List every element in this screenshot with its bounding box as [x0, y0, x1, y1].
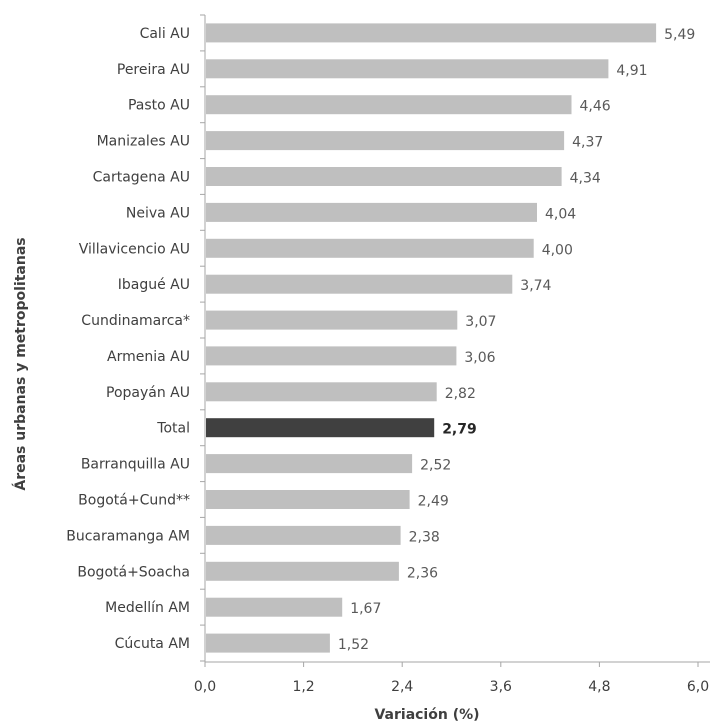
bar-manizales-au — [206, 131, 565, 151]
value-label-pereira-au: 4,91 — [616, 63, 647, 79]
value-label-total: 2,79 — [442, 422, 477, 438]
x-tick-label: 1,2 — [292, 679, 314, 695]
bar-total — [206, 418, 435, 438]
value-label-neiva-au: 4,04 — [545, 206, 576, 222]
bar-neiva-au — [206, 202, 537, 222]
category-label-bucaramanga-am: Bucaramanga AM — [66, 528, 190, 544]
value-label-barranquilla-au: 2,52 — [420, 458, 451, 474]
x-tick-label: 6,0 — [687, 679, 709, 695]
category-label-cali-au: Cali AU — [140, 26, 190, 42]
bar-cartagena-au — [206, 167, 562, 186]
x-tick-label: 4,8 — [588, 679, 610, 695]
bar-barranquilla-au — [206, 454, 413, 474]
bar-popayan-au — [206, 382, 437, 402]
category-label-neiva-au: Neiva AU — [126, 205, 190, 221]
category-label-barranquilla-au: Barranquilla AU — [81, 457, 190, 473]
bar-ibague-au — [206, 274, 513, 294]
bar-villavicencio-au — [206, 238, 534, 258]
category-label-cundinamarca: Cundinamarca* — [81, 313, 190, 329]
x-axis-title: Variación (%) — [374, 707, 479, 723]
value-label-bogota-soacha: 2,36 — [407, 565, 438, 581]
bar-cali-au — [206, 23, 657, 43]
category-label-pereira-au: Pereira AU — [117, 62, 190, 78]
value-label-bogota-cund: 2,49 — [418, 494, 449, 510]
x-tick-label: 3,6 — [490, 679, 512, 695]
bar-cundinamarca — [206, 310, 458, 330]
bar-pasto-au — [206, 95, 572, 115]
category-label-popayan-au: Popayán AU — [106, 385, 190, 401]
bar-bogota-soacha — [206, 561, 399, 581]
category-label-pasto-au: Pasto AU — [128, 98, 190, 114]
bar-bogota-cund — [206, 490, 410, 509]
bar-armenia-au — [206, 346, 457, 366]
value-label-villavicencio-au: 4,00 — [542, 242, 573, 258]
category-label-ibague-au: Ibagué AU — [118, 277, 190, 293]
bar-cucuta-am — [206, 633, 330, 653]
category-label-cucuta-am: Cúcuta AM — [115, 636, 190, 652]
category-label-bogota-soacha: Bogotá+Soacha — [77, 564, 190, 580]
x-tick-label: 0,0 — [194, 679, 216, 695]
value-label-armenia-au: 3,06 — [464, 350, 495, 366]
value-label-cali-au: 5,49 — [664, 27, 695, 43]
bars-group: Cali AU 5,49 Pereira AU 4,91 Pasto AU 4,46 Man… — [66, 23, 695, 653]
axes-group: 0,0 1,2 2,4 3,6 4,8 6,0 — [194, 14, 710, 695]
category-label-manizales-au: Manizales AU — [97, 134, 190, 150]
category-label-cartagena-au: Cartagena AU — [93, 170, 190, 186]
value-label-cartagena-au: 4,34 — [570, 171, 601, 187]
y-axis-title: Áreas urbanas y metropolitanas — [12, 237, 29, 490]
category-label-armenia-au: Armenia AU — [107, 349, 190, 365]
value-label-medellin-am: 1,67 — [350, 601, 381, 617]
category-label-medellin-am: Medellín AM — [105, 600, 190, 616]
bar-pereira-au — [206, 59, 609, 79]
value-label-bucaramanga-am: 2,38 — [409, 529, 440, 545]
value-label-pasto-au: 4,46 — [580, 99, 611, 115]
value-label-cundinamarca: 3,07 — [465, 314, 496, 330]
value-label-popayan-au: 2,82 — [445, 386, 476, 402]
category-label-villavicencio-au: Villavicencio AU — [79, 241, 190, 257]
value-label-ibague-au: 3,74 — [520, 278, 551, 294]
bar-medellin-am — [206, 597, 343, 617]
category-label-total: Total — [156, 421, 190, 437]
value-label-manizales-au: 4,37 — [572, 135, 603, 151]
bar-bucaramanga-am — [206, 525, 401, 545]
category-label-bogota-cund: Bogotá+Cund** — [78, 493, 190, 509]
x-tick-label: 2,4 — [391, 679, 413, 695]
value-label-cucuta-am: 1,52 — [338, 637, 369, 653]
